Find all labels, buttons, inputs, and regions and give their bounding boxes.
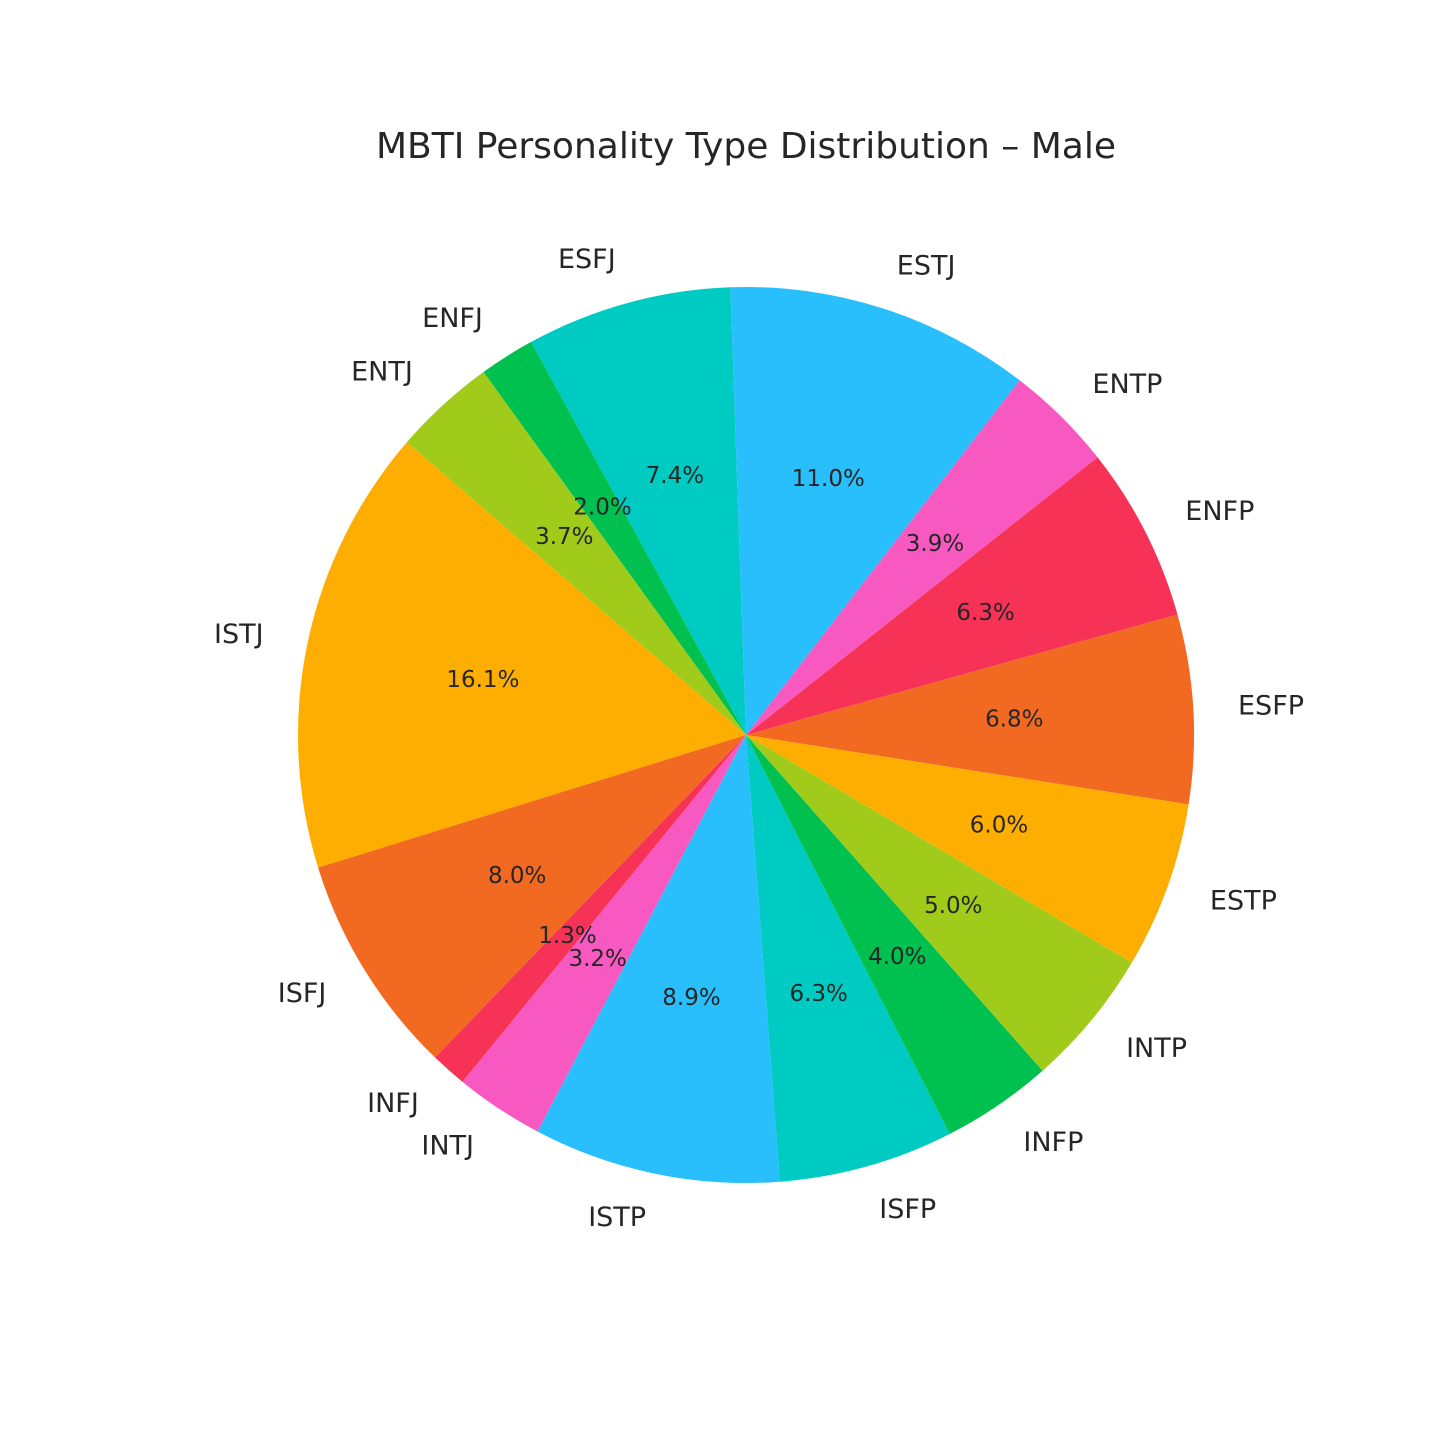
percent-label-intp: 5.0% [924, 893, 982, 919]
percent-label-isfp: 6.3% [789, 981, 847, 1007]
slice-label-intp: INTP [1126, 1033, 1187, 1064]
pie-slice-enfp [746, 457, 1178, 735]
percent-label-enfj: 2.0% [573, 495, 631, 521]
percent-label-istj: 16.1% [446, 667, 519, 693]
pie-slices [297, 286, 1194, 1183]
slice-label-esfp: ESFP [1238, 691, 1304, 722]
slice-label-infj: INFJ [367, 1088, 419, 1119]
slice-label-entj: ENTJ [351, 356, 413, 387]
percent-label-entp: 3.9% [906, 531, 964, 557]
pie-slice-infp [746, 735, 1043, 1135]
slice-label-infp: INFP [1023, 1127, 1083, 1158]
percent-label-infj: 1.3% [538, 923, 596, 949]
slice-label-istp: ISTP [588, 1202, 646, 1233]
slice-label-enfj: ENFJ [422, 303, 483, 334]
pie-slice-istj [297, 442, 746, 868]
pie-slice-esfj [531, 287, 746, 735]
pie-slice-entp [746, 380, 1098, 735]
slice-label-estj: ESTJ [897, 250, 956, 281]
pie-slice-intp [746, 735, 1132, 1071]
percent-labels: 7.4% 2.0% 3.7% 16.1% 8.0% 1.3%3.2% 8.9% 6.3% 4.0… [446, 463, 1043, 1011]
percent-label-istp: 8.9% [662, 985, 720, 1011]
percent-label-enfp: 6.3% [956, 600, 1014, 626]
slice-label-enfp: ENFP [1185, 496, 1254, 527]
pie-slice-isfp [746, 735, 950, 1182]
pie-slice-istp [537, 735, 780, 1183]
pie-slice-intj [462, 735, 746, 1132]
slice-label-istj: ISTJ [214, 619, 264, 650]
percent-label-intj: 3.2% [568, 946, 626, 972]
pie-slice-estp [746, 735, 1189, 963]
slice-label-entp: ENTP [1092, 369, 1162, 400]
percent-label-isfj: 8.0% [488, 863, 546, 889]
pie-slice-infj [435, 735, 746, 1082]
chart-title: MBTI Personality Type Distribution – Mal… [376, 126, 1116, 167]
percent-label-estp: 6.0% [970, 813, 1028, 839]
pie-slice-esfp [746, 614, 1194, 805]
pie-slice-enfj [483, 341, 746, 735]
percent-label-estj: 11.0% [792, 466, 865, 492]
slice-label-isfp: ISFP [879, 1194, 936, 1225]
percent-label-infp: 4.0% [868, 944, 926, 970]
percent-label-esfp: 6.8% [985, 706, 1043, 732]
slice-label-esfj: ESFJ [558, 244, 616, 275]
pie-slice-estj [730, 286, 1020, 735]
pie-slice-isfj [318, 735, 746, 1058]
pie-slice-entj [406, 371, 746, 735]
percent-label-entj: 3.7% [535, 524, 593, 550]
slice-label-estp: ESTP [1210, 886, 1277, 917]
slice-label-intj: INTJ [421, 1131, 474, 1162]
slice-label-isfj: ISFJ [278, 978, 327, 1009]
percent-label-esfj: 7.4% [646, 463, 704, 489]
